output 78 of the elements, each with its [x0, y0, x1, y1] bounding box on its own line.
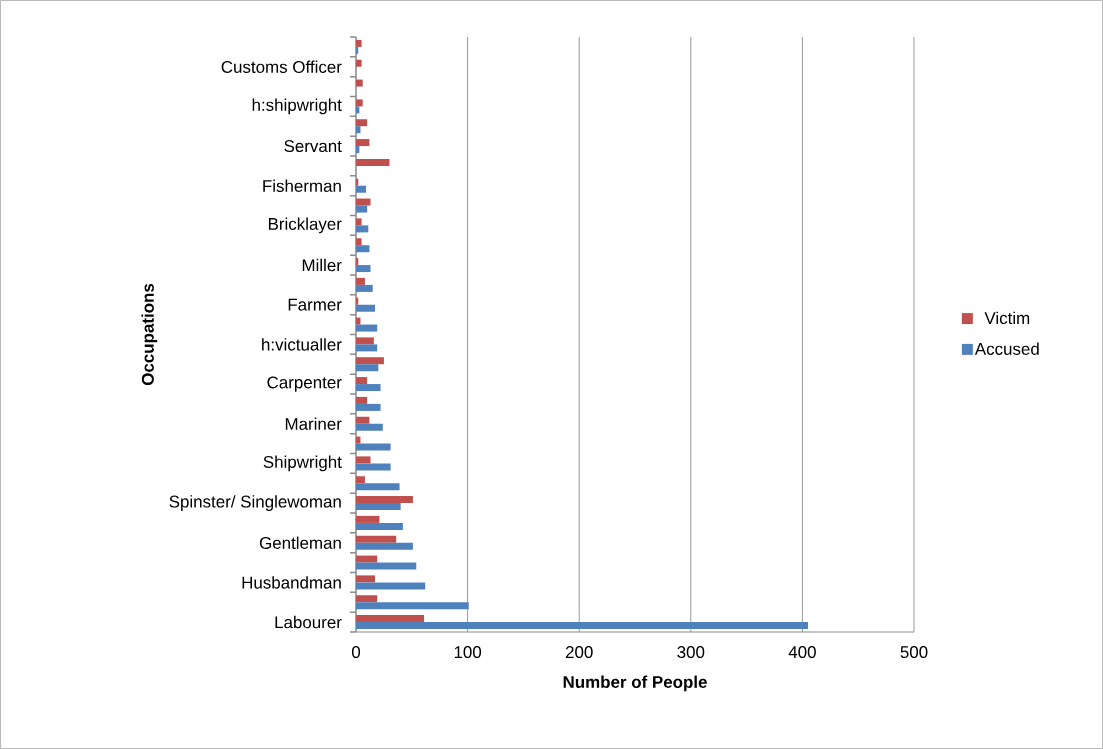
- bar: [356, 99, 363, 107]
- bar: [356, 158, 390, 166]
- bar: [356, 503, 401, 511]
- y-tick-label: Farmer: [288, 298, 342, 311]
- bar: [356, 284, 373, 292]
- bar: [356, 185, 367, 193]
- bar: [356, 106, 360, 114]
- x-tick-label: 0: [351, 646, 361, 659]
- x-tick-label: 400: [788, 646, 816, 659]
- bar: [356, 238, 362, 246]
- legend-label: Accused: [974, 342, 1039, 355]
- bar: [356, 542, 413, 550]
- bar: [356, 522, 403, 530]
- bar: [356, 59, 362, 67]
- x-tick-label: 500: [900, 646, 928, 659]
- bar: [356, 575, 375, 583]
- bar: [356, 277, 365, 285]
- x-tick-label: 300: [677, 646, 705, 659]
- bar: [356, 423, 383, 431]
- bar: [356, 615, 425, 623]
- bar: [356, 384, 381, 392]
- y-tick-label: Shipwright: [263, 455, 342, 472]
- y-tick-label: h:victualler: [262, 338, 342, 351]
- bar: [356, 515, 380, 523]
- bar: [356, 245, 370, 253]
- bar: [356, 403, 381, 411]
- bar: [356, 496, 413, 504]
- y-tick-label: Fisherman: [263, 179, 341, 192]
- y-tick-label: Mariner: [285, 417, 342, 430]
- bar: [356, 317, 361, 325]
- bar: [356, 139, 370, 147]
- bar: [356, 602, 469, 610]
- bar: [356, 344, 378, 352]
- y-axis-title: Occupations: [141, 283, 158, 386]
- y-tick-label: Spinster/ Singlewoman: [169, 495, 341, 511]
- y-tick-label: Gentleman: [259, 536, 341, 549]
- bar: [356, 595, 378, 603]
- bar: [356, 555, 378, 563]
- bar: [356, 265, 371, 273]
- y-tick-label: Customs Officer: [221, 60, 342, 73]
- bar: [356, 377, 368, 385]
- bar: [356, 416, 370, 424]
- bar: [356, 225, 369, 233]
- bar: [356, 562, 417, 570]
- bar: [356, 304, 375, 312]
- y-tick-label: Servant: [284, 140, 342, 153]
- x-tick-label: 100: [454, 646, 482, 659]
- legend-label: Victim: [984, 311, 1030, 325]
- bar: [356, 39, 362, 47]
- bar: [356, 146, 360, 154]
- bar: [356, 119, 368, 127]
- y-tick-label: Bricklayer: [268, 217, 342, 234]
- bar: [356, 483, 400, 491]
- bar: [356, 126, 361, 134]
- bar: [356, 364, 379, 372]
- bar: [356, 337, 374, 345]
- y-tick-label: Husbandman: [242, 576, 341, 589]
- bar: [356, 357, 384, 365]
- bar: [356, 443, 391, 451]
- bar: [356, 324, 378, 332]
- bar: [356, 476, 365, 484]
- x-axis-title: Number of People: [563, 675, 707, 692]
- y-tick-label: Miller: [302, 258, 342, 272]
- x-tick-label: 200: [565, 646, 593, 659]
- y-tick-label: Carpenter: [267, 376, 342, 392]
- bar: [356, 622, 808, 630]
- y-tick-label: Labourer: [275, 615, 342, 629]
- bar: [356, 198, 371, 206]
- bar: [356, 436, 361, 444]
- bar: [356, 582, 426, 590]
- bar: [356, 205, 368, 213]
- bar: [356, 535, 397, 543]
- y-tick-label: h:shipwright: [252, 98, 342, 115]
- bar: [356, 79, 363, 87]
- bar: [356, 463, 391, 471]
- bar: [356, 456, 371, 464]
- bar: [356, 396, 368, 404]
- bar: [356, 218, 362, 226]
